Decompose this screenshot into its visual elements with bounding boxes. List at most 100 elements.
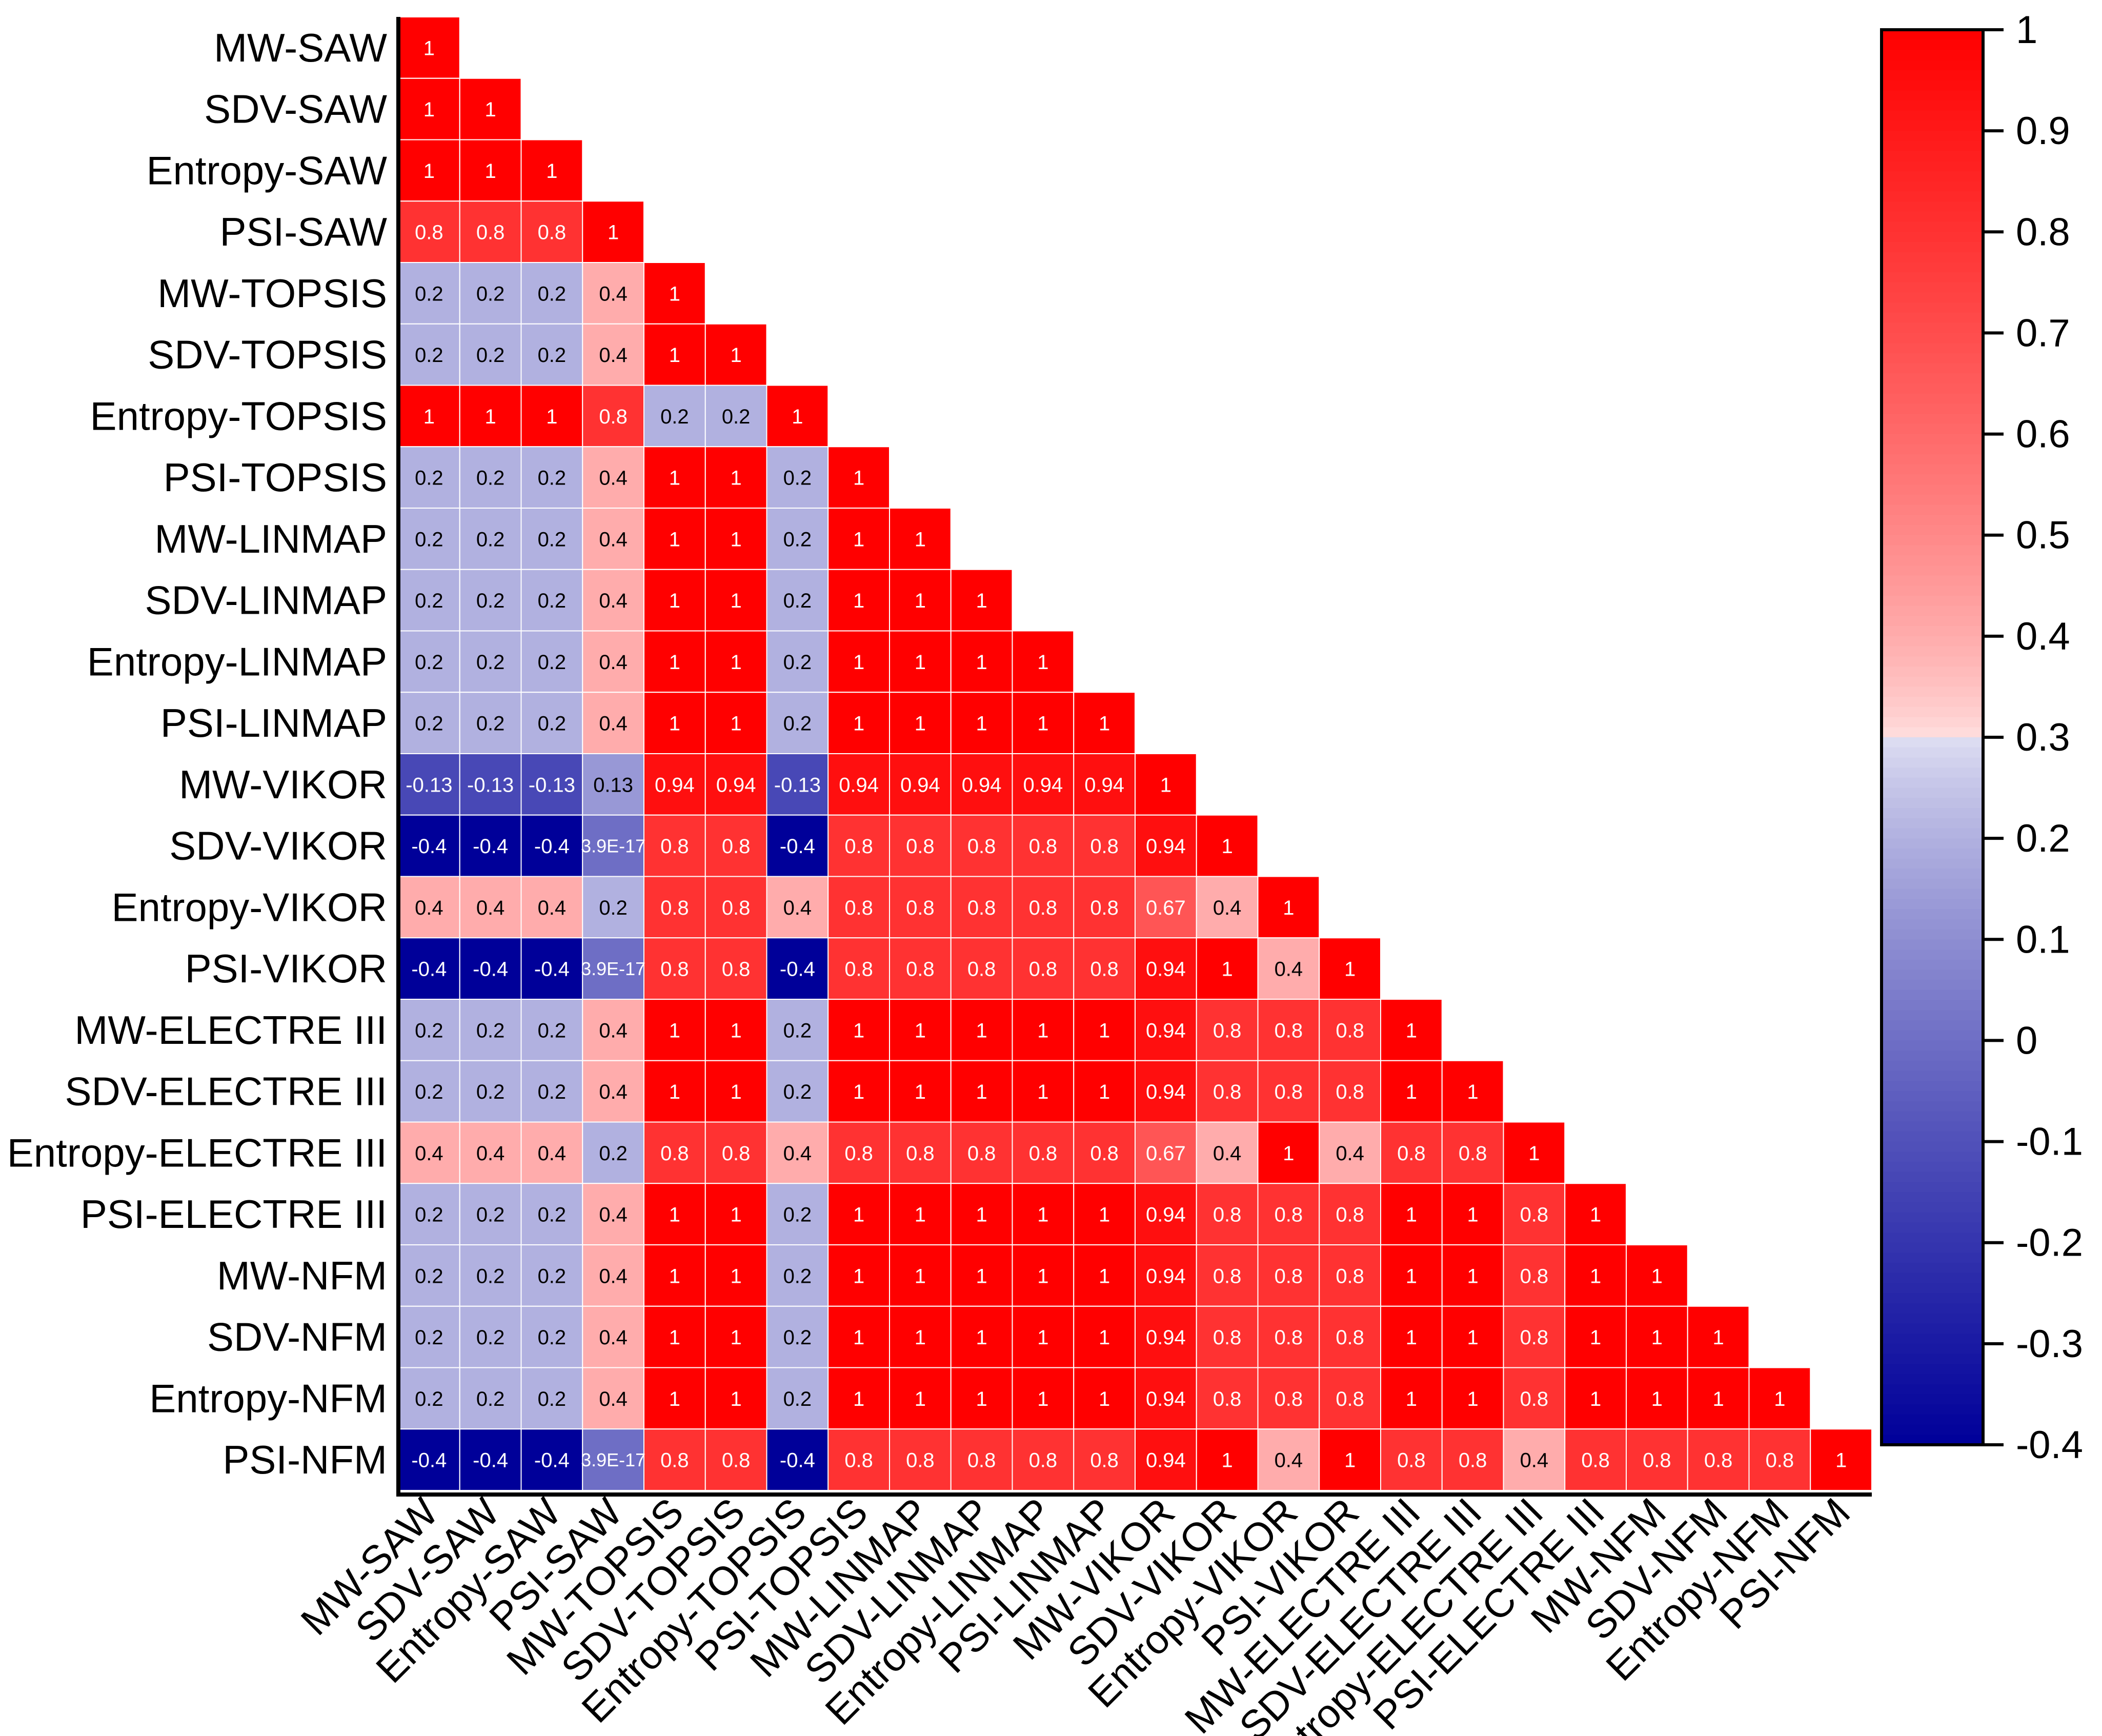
colorbar-band — [1882, 151, 1983, 162]
heatmap-cell — [1441, 1060, 1504, 1123]
heatmap-cell-value: 1 — [669, 344, 680, 367]
heatmap-cell-value: 0.4 — [599, 1388, 628, 1410]
heatmap-cell-value: 0.8 — [1520, 1388, 1549, 1410]
heatmap-cell — [704, 1428, 767, 1491]
heatmap-cell-value: 1 — [853, 651, 864, 674]
heatmap-cell-value: 1 — [853, 1204, 864, 1226]
heatmap-cell-value: 0.4 — [1520, 1449, 1549, 1472]
heatmap-cell-value: 0.4 — [538, 1142, 567, 1165]
colorbar-band — [1882, 808, 1983, 819]
heatmap-cell-value: 0.2 — [722, 406, 751, 428]
heatmap-cell — [643, 1428, 706, 1491]
heatmap-cell-value: 0.4 — [476, 897, 505, 919]
colorbar-band — [1882, 383, 1983, 394]
colorbar-band — [1882, 525, 1983, 536]
heatmap-cell-value: 1 — [915, 1019, 926, 1042]
heatmap-cell-value: 0.8 — [476, 221, 505, 244]
colorbar-band — [1882, 747, 1983, 758]
heatmap-cell-value: 1 — [731, 467, 742, 490]
heatmap-cell — [398, 1305, 460, 1368]
heatmap-cell-value: 1 — [1406, 1081, 1417, 1103]
colorbar-band — [1882, 313, 1983, 324]
colorbar-band — [1882, 899, 1983, 910]
heatmap-cell-value: 0.4 — [538, 897, 567, 919]
heatmap-cell — [889, 937, 952, 1000]
colorbar-band — [1882, 90, 1983, 101]
heatmap-cell-value: 1 — [669, 282, 680, 305]
heatmap-cell-value: 1 — [915, 1081, 926, 1103]
heatmap-cell — [1135, 753, 1197, 816]
colorbar-band — [1882, 434, 1983, 445]
colorbar-band — [1882, 1172, 1983, 1183]
heatmap-cell-value: 0.2 — [538, 344, 567, 367]
heatmap-cell-value: 1 — [976, 1265, 987, 1287]
heatmap-cell — [704, 630, 767, 693]
colorbar-band — [1882, 545, 1983, 556]
heatmap-cell-value: 1 — [976, 1019, 987, 1042]
heatmap-cell-value: 1 — [853, 1081, 864, 1103]
colorbar-band — [1882, 474, 1983, 486]
heatmap-cell — [643, 1183, 706, 1245]
heatmap-cell-value: 0.4 — [415, 1142, 443, 1165]
heatmap-cell — [704, 1183, 767, 1245]
heatmap-cell — [1135, 1367, 1197, 1430]
heatmap-cell-value: -0.4 — [411, 835, 447, 858]
heatmap-cell-value: 1 — [853, 1265, 864, 1287]
y-tick-label: PSI-LINMAP — [160, 700, 387, 745]
heatmap-cell — [1564, 1244, 1627, 1307]
heatmap-cell — [520, 876, 583, 939]
heatmap-cell-value: 0.8 — [906, 1449, 935, 1472]
colorbar-band — [1882, 423, 1983, 435]
heatmap-cell — [827, 692, 890, 754]
heatmap-cell-value: 1 — [669, 590, 680, 612]
colorbar-band — [1882, 494, 1983, 506]
y-tick-label: SDV-ELECTRE III — [65, 1069, 388, 1114]
heatmap-cell — [520, 139, 583, 202]
colorbar-band — [1882, 100, 1983, 111]
heatmap-cell-value: 0.8 — [1029, 897, 1058, 919]
heatmap-cell-value: 0.8 — [1397, 1449, 1426, 1472]
heatmap-cell-value: 0.8 — [1275, 1204, 1303, 1226]
colorbar-tick-label: -0.1 — [2016, 1120, 2083, 1164]
heatmap-cell-value: 0.94 — [1146, 1449, 1186, 1472]
heatmap-cell-value: 1 — [669, 1388, 680, 1410]
heatmap-cell-value: 0.8 — [1090, 958, 1119, 981]
heatmap-cell-value: 1 — [915, 1204, 926, 1226]
heatmap-cell — [704, 508, 767, 570]
heatmap-cell-value: 0.4 — [599, 651, 628, 674]
heatmap-cell-value: 0.2 — [538, 467, 567, 490]
colorbar-band — [1882, 1313, 1983, 1324]
heatmap-cell — [704, 999, 767, 1061]
y-tick-label: SDV-VIKOR — [169, 823, 387, 869]
colorbar-band — [1882, 757, 1983, 769]
heatmap-cell-value: 0.8 — [844, 1142, 873, 1165]
colorbar-band — [1882, 444, 1983, 455]
heatmap-cell-value: 0.8 — [844, 835, 873, 858]
heatmap-cell-value: 0.8 — [660, 1142, 689, 1165]
heatmap-cell — [950, 1367, 1013, 1430]
heatmap-cell — [766, 814, 829, 877]
heatmap-cell — [1196, 1183, 1259, 1245]
heatmap-cell-labels: 1 1 1 1 1 1 0.8 0.8 0.8 1 0.2 0.2 0.2 0.4 1 0.2 0.2 0.2 0.… — [406, 37, 1847, 1471]
heatmap-cell — [582, 1367, 644, 1430]
colorbar-band — [1882, 1141, 1983, 1153]
colorbar-band — [1882, 353, 1983, 364]
colorbar-band — [1882, 1182, 1983, 1193]
heatmap-cell-value: 0.4 — [599, 1204, 628, 1226]
heatmap-cell-value: 1 — [731, 651, 742, 674]
heatmap-cell-value: 1 — [1037, 1081, 1048, 1103]
heatmap-cell-value: 0.2 — [783, 1204, 812, 1226]
colorbar-band — [1882, 777, 1983, 789]
heatmap-cell-value: 0.94 — [716, 774, 756, 796]
heatmap-cell-value: 0.2 — [415, 1388, 443, 1410]
colorbar-band — [1882, 1131, 1983, 1142]
heatmap-cell-value: 0.2 — [538, 528, 567, 551]
heatmap-cell-value: 1 — [485, 160, 496, 183]
heatmap-cell — [950, 1121, 1013, 1184]
heatmap-cell-value: 0.8 — [1520, 1265, 1549, 1287]
heatmap-cell — [1012, 1121, 1075, 1184]
colorbar-band — [1882, 201, 1983, 212]
heatmap-cell-value: 0.8 — [1336, 1019, 1364, 1042]
colorbar-band — [1882, 1212, 1983, 1223]
heatmap-cell — [766, 876, 829, 939]
